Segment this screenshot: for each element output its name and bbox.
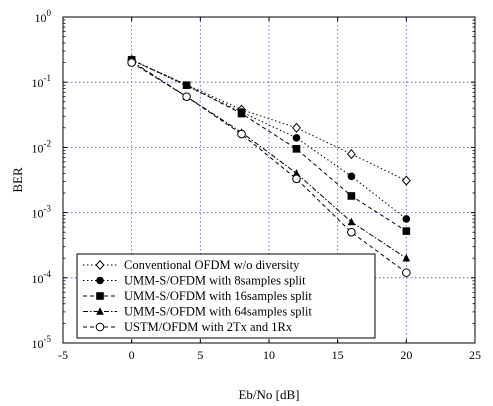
data-point-marker bbox=[291, 122, 301, 133]
legend-label: USTM/OFDM with 2Tx and 1Rx bbox=[124, 320, 293, 334]
y-tick-base: 10 bbox=[32, 272, 44, 286]
series-line bbox=[131, 59, 407, 232]
data-point-marker bbox=[347, 227, 356, 237]
data-point-marker bbox=[292, 145, 301, 153]
y-tick-label: 10-5 bbox=[32, 334, 52, 351]
series-line bbox=[131, 62, 407, 274]
data-point-marker bbox=[402, 215, 411, 223]
legend-entry: Conventional OFDM w/o diversity bbox=[83, 258, 300, 272]
y-tick-base: 10 bbox=[32, 141, 44, 155]
y-tick-base: 10 bbox=[32, 207, 44, 221]
data-point-marker bbox=[402, 268, 411, 277]
data-point-marker bbox=[95, 259, 105, 271]
y-tick-exponent: -2 bbox=[44, 138, 52, 148]
data-point-marker bbox=[182, 92, 191, 101]
y-tick-exponent: -4 bbox=[44, 269, 52, 279]
data-point-marker bbox=[402, 253, 411, 262]
y-tick-label: 10-4 bbox=[32, 269, 52, 286]
x-tick-label: 10 bbox=[263, 348, 275, 362]
data-point-marker bbox=[96, 276, 104, 285]
data-point-marker bbox=[401, 175, 411, 186]
x-tick-label: 25 bbox=[469, 348, 481, 362]
legend-label: UMM-S/OFDM with 16samples split bbox=[124, 289, 312, 303]
x-tick-label: 15 bbox=[332, 348, 344, 362]
y-tick-base: 10 bbox=[32, 76, 44, 90]
x-tick-label: 20 bbox=[400, 348, 412, 362]
legend-label: UMM-S/OFDM with 64samples split bbox=[124, 305, 312, 319]
series-line bbox=[131, 60, 407, 259]
x-tick-label: -5 bbox=[58, 348, 68, 362]
y-axis-label: BER bbox=[10, 167, 25, 193]
data-point-marker bbox=[347, 192, 356, 200]
series-line bbox=[131, 59, 407, 220]
legend-entry: UMM-S/OFDM with 64samples split bbox=[83, 305, 312, 319]
data-point-marker bbox=[96, 307, 104, 315]
data-point-marker bbox=[402, 227, 411, 235]
y-tick-exponent: -1 bbox=[44, 73, 52, 83]
legend-entry: USTM/OFDM with 2Tx and 1Rx bbox=[83, 320, 293, 334]
series-layer bbox=[127, 54, 411, 277]
data-point-marker bbox=[346, 149, 356, 160]
data-point-marker bbox=[347, 172, 356, 181]
legend-entry: UMM-S/OFDM with 8samples split bbox=[83, 274, 306, 288]
y-tick-base: 10 bbox=[35, 11, 47, 25]
legend-label: UMM-S/OFDM with 8samples split bbox=[124, 274, 306, 288]
y-tick-label: 10-2 bbox=[32, 138, 52, 155]
x-tick-label: 0 bbox=[129, 348, 135, 362]
y-tick-exponent: -5 bbox=[44, 334, 52, 344]
y-tick-label: 10-3 bbox=[32, 204, 52, 221]
data-point-marker bbox=[237, 109, 246, 118]
data-point-marker bbox=[237, 129, 246, 139]
series-line bbox=[131, 59, 407, 182]
data-point-marker bbox=[96, 292, 104, 300]
data-point-marker bbox=[292, 134, 301, 142]
legend-box bbox=[76, 253, 376, 339]
y-tick-exponent: 0 bbox=[47, 8, 52, 18]
legend-entry: UMM-S/OFDM with 16samples split bbox=[83, 289, 312, 303]
data-point-marker bbox=[292, 169, 301, 177]
series-5 bbox=[127, 58, 411, 277]
x-axis-label: Eb/No [dB] bbox=[238, 387, 299, 402]
data-point-marker bbox=[347, 217, 356, 226]
data-point-marker bbox=[127, 58, 136, 67]
y-tick-label: 10-1 bbox=[32, 73, 52, 90]
y-tick-label: 100 bbox=[35, 8, 52, 25]
data-point-marker bbox=[292, 174, 301, 184]
legend: Conventional OFDM w/o diversity UMM-S/OFD… bbox=[76, 253, 376, 339]
data-point-marker bbox=[95, 322, 105, 332]
data-point-marker bbox=[182, 81, 191, 89]
x-tick-label: 5 bbox=[197, 348, 203, 362]
y-tick-exponent: -3 bbox=[44, 204, 52, 214]
y-tick-base: 10 bbox=[32, 337, 44, 351]
legend-label: Conventional OFDM w/o diversity bbox=[124, 258, 300, 272]
